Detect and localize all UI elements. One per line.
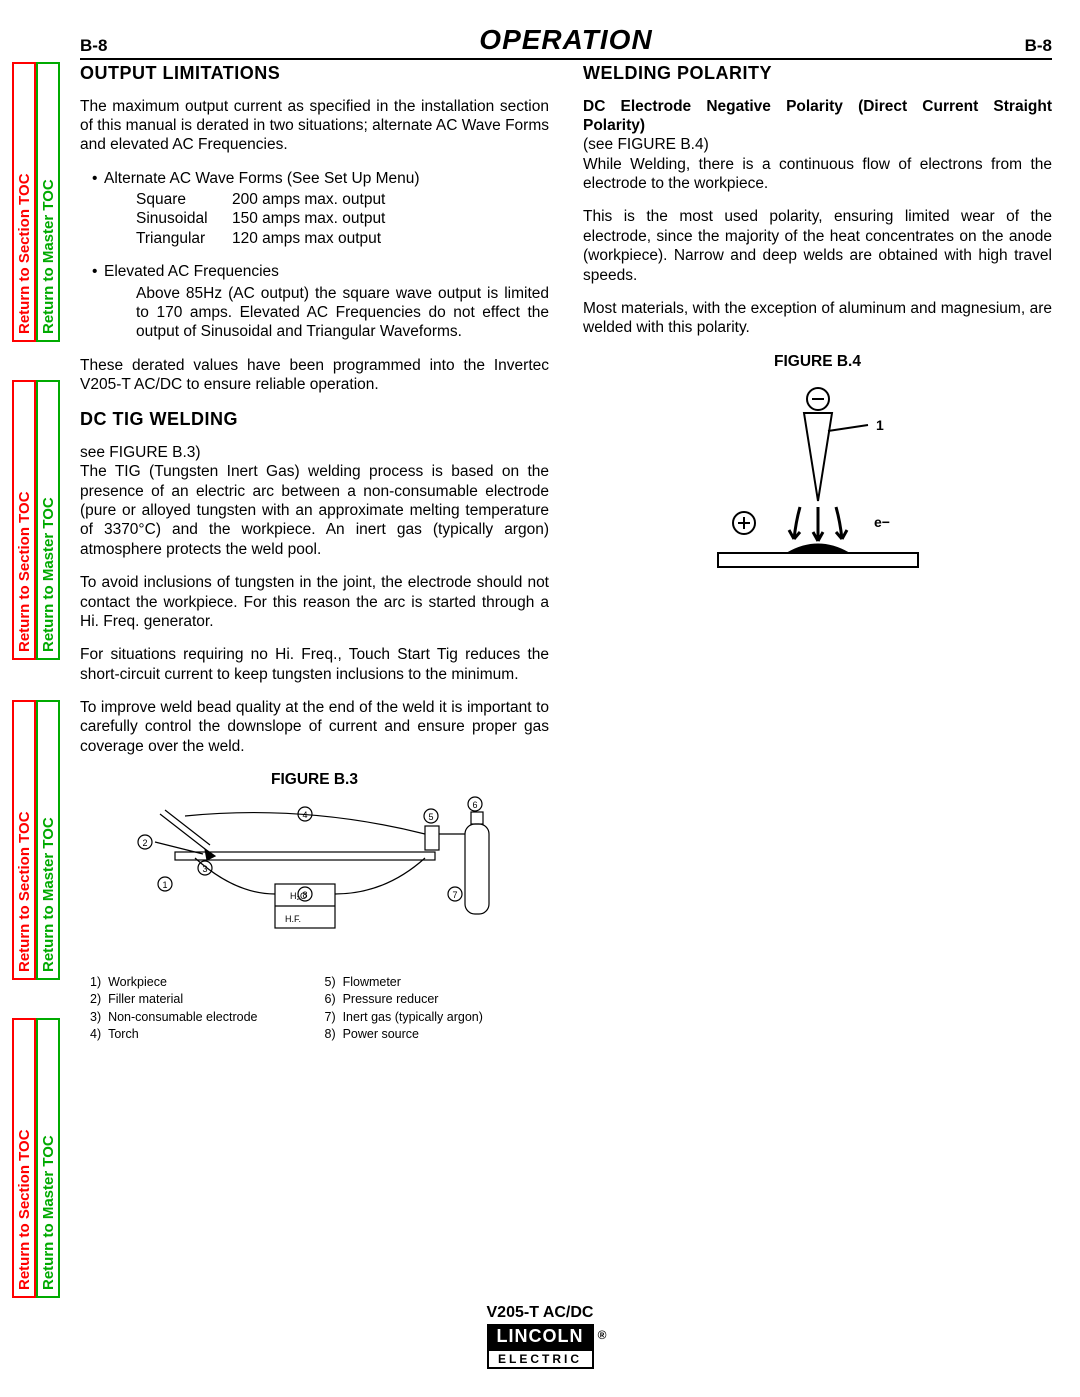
polarity-seefig: (see FIGURE B.4) [583,136,709,153]
content-area: OUTPUT LIMITATIONS The maximum output cu… [80,56,1052,1397]
svg-text:1: 1 [162,880,167,890]
bullet-icon: • [80,262,104,281]
dc-tig-heading: DC TIG WELDING [80,408,549,431]
wave-value: 200 amps max. output [232,190,385,209]
table-row: Triangular120 amps max output [136,229,549,248]
footer-model: V205-T AC/DC [0,1304,1080,1322]
output-limitations-outro: These derated values have been programme… [80,356,549,395]
figure-b4-caption: FIGURE B.4 [583,352,1052,371]
return-section-toc-tab[interactable]: Return to Section TOC [12,62,36,342]
svg-text:6: 6 [472,800,477,810]
figure-b3-diagram: H₂O H.F. 2 3 1 4 5 6 7 8 [125,794,505,944]
welding-polarity-heading: WELDING POLARITY [583,62,1052,85]
polarity-p2: This is the most used polarity, ensuring… [583,207,1052,285]
wave-value: 120 amps max output [232,229,381,248]
svg-text:8: 8 [302,890,307,900]
dc-tig-seefig: see FIGURE B.3) [80,443,549,462]
legend-item: 5) Flowmeter [325,974,550,992]
wave-form-table: Square200 amps max. output Sinusoidal150… [80,190,549,248]
table-row: Square200 amps max. output [136,190,549,209]
legend-item: 4) Torch [90,1026,315,1044]
logo-top-text: LINCOLN [487,1324,594,1349]
return-master-toc-tab[interactable]: Return to Master TOC [36,62,60,342]
dc-tig-p1: The TIG (Tungsten Inert Gas) welding pro… [80,462,549,559]
legend-item: 8) Power source [325,1026,550,1044]
legend-item: 6) Pressure reducer [325,991,550,1009]
svg-text:7: 7 [452,890,457,900]
right-column: WELDING POLARITY DC Electrode Negative P… [583,56,1052,1397]
return-master-toc-tab[interactable]: Return to Master TOC [36,1018,60,1298]
svg-text:4: 4 [302,810,307,820]
output-limitations-intro: The maximum output current as specified … [80,97,549,155]
elevated-freq-text: Above 85Hz (AC output) the square wave o… [80,284,549,342]
wave-value: 150 amps max. output [232,209,385,228]
svg-text:5: 5 [428,812,433,822]
dc-tig-p4: To improve weld bead quality at the end … [80,698,549,756]
legend-item: 2) Filler material [90,991,315,1009]
bullet-alternate-wave: • Alternate AC Wave Forms (See Set Up Me… [80,169,549,188]
page-footer: V205-T AC/DC LINCOLN ELECTRIC [0,1304,1080,1369]
figure-b3-caption: FIGURE B.3 [80,770,549,789]
lincoln-logo: LINCOLN ELECTRIC [487,1324,594,1369]
dc-tig-p2: To avoid inclusions of tungsten in the j… [80,573,549,631]
legend-item: 1) Workpiece [90,974,315,992]
bullet-icon: • [80,169,104,188]
legend-item: 7) Inert gas (typically argon) [325,1009,550,1027]
svg-text:1: 1 [876,417,884,433]
return-section-toc-tab[interactable]: Return to Section TOC [12,380,36,660]
page-title: OPERATION [479,24,652,56]
return-master-toc-tab[interactable]: Return to Master TOC [36,380,60,660]
figure-b3-legend: 1) Workpiece 2) Filler material 3) Non-c… [80,974,549,1044]
page-number-left: B-8 [80,36,107,56]
legend-item: 3) Non-consumable electrode [90,1009,315,1027]
wave-label: Square [136,190,232,209]
wave-label: Triangular [136,229,232,248]
dc-tig-p3: For situations requiring no Hi. Freq., T… [80,645,549,684]
svg-text:e−: e− [874,514,890,530]
bullet-text: Elevated AC Frequencies [104,262,279,281]
wave-label: Sinusoidal [136,209,232,228]
bullet-elevated-freq: • Elevated AC Frequencies [80,262,549,281]
table-row: Sinusoidal150 amps max. output [136,209,549,228]
logo-bottom-text: ELECTRIC [487,1349,594,1369]
svg-text:H.F.: H.F. [285,914,301,924]
polarity-subheading: DC Electrode Negative Polarity (Direct C… [583,98,1052,134]
return-master-toc-tab[interactable]: Return to Master TOC [36,700,60,980]
svg-text:3: 3 [202,864,207,874]
bullet-text: Alternate AC Wave Forms (See Set Up Menu… [104,169,420,188]
return-section-toc-tab[interactable]: Return to Section TOC [12,700,36,980]
output-limitations-heading: OUTPUT LIMITATIONS [80,62,549,85]
svg-text:2: 2 [142,838,147,848]
figure-b4-diagram: 1 e− [688,381,948,581]
polarity-p3: Most materials, with the exception of al… [583,299,1052,338]
left-column: OUTPUT LIMITATIONS The maximum output cu… [80,56,549,1397]
polarity-p1: While Welding, there is a continuous flo… [583,155,1052,194]
page-header: B-8 OPERATION B-8 [80,24,1052,60]
return-section-toc-tab[interactable]: Return to Section TOC [12,1018,36,1298]
page-number-right: B-8 [1025,36,1052,56]
